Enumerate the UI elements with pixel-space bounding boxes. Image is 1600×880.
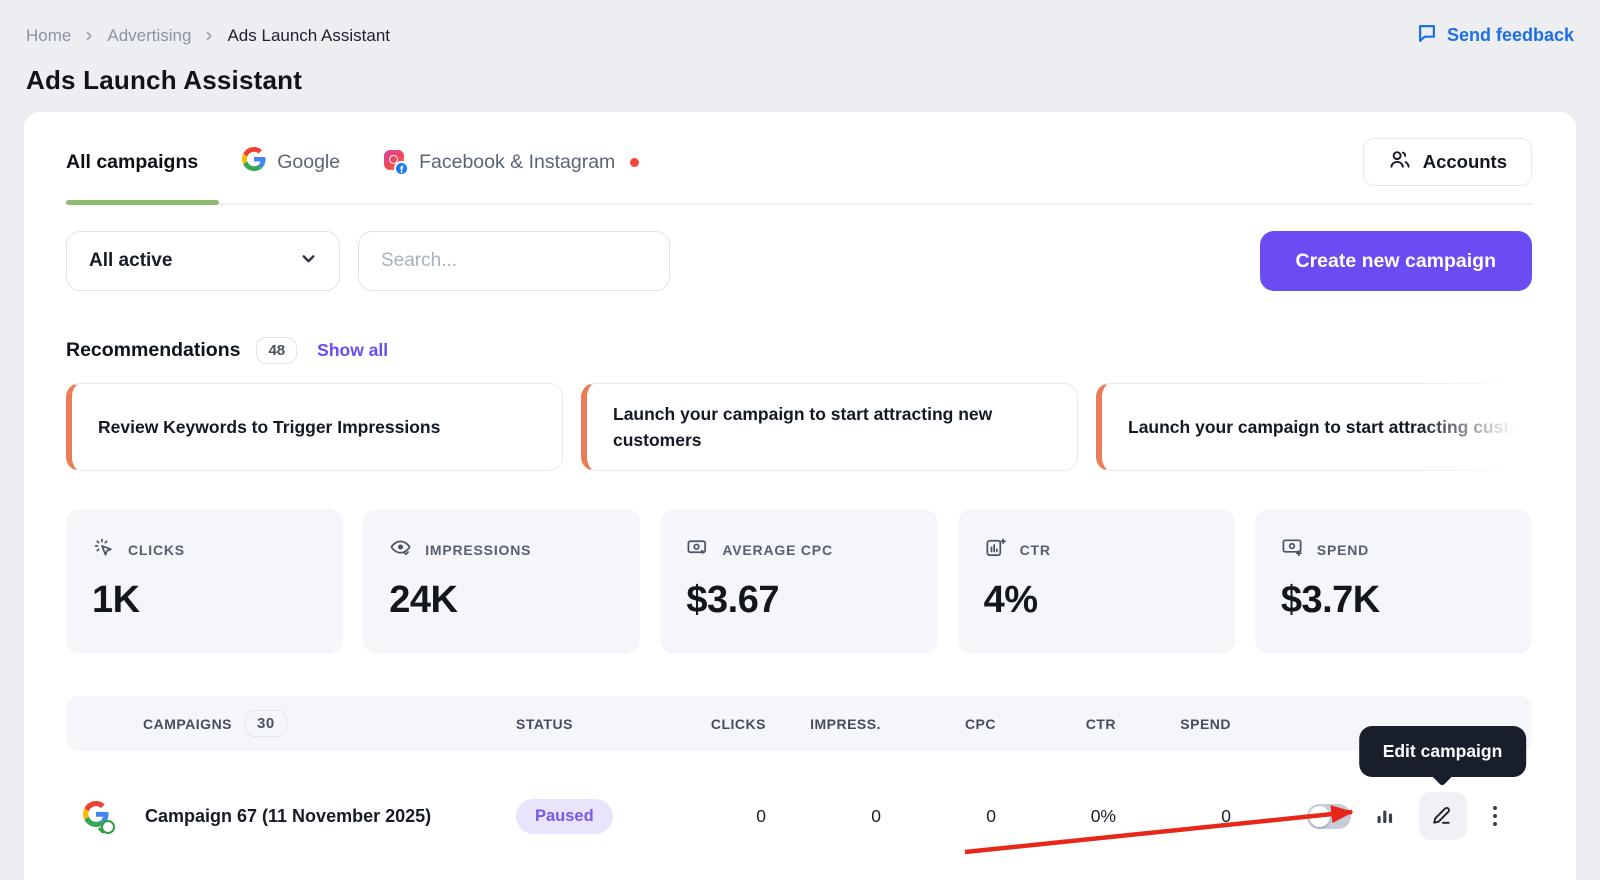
table-header: CAMPAIGNS 30 STATUS CLICKS IMPRESS. CPC … xyxy=(66,696,1532,751)
tab-all-campaigns[interactable]: All campaigns xyxy=(66,150,199,173)
chat-bubble-icon xyxy=(1416,22,1438,49)
stat-card-spend: SPEND $3.7K xyxy=(1254,509,1533,654)
bar-chart-icon[interactable] xyxy=(1375,806,1395,826)
main-panel: All campaigns Google Facebook & Instagra… xyxy=(24,112,1576,880)
recommendations-count-badge: 48 xyxy=(256,337,298,364)
recommendations-header: Recommendations 48 Show all xyxy=(66,337,1532,364)
stat-card-average-cpc: AVERAGE CPC $3.67 xyxy=(660,509,938,654)
campaigns-table: CAMPAIGNS 30 STATUS CLICKS IMPRESS. CPC … xyxy=(66,696,1532,880)
stat-card-ctr: CTR 4% xyxy=(957,509,1235,654)
recommendation-card[interactable]: Launch your campaign to start attracting… xyxy=(581,383,1078,471)
campaign-enable-toggle[interactable] xyxy=(1306,803,1351,829)
campaign-name[interactable]: Campaign 67 (11 November 2025) xyxy=(145,805,432,826)
col-clicks: CLICKS xyxy=(710,715,766,732)
tabs-row: All campaigns Google Facebook & Instagra… xyxy=(66,138,1532,186)
col-status: STATUS xyxy=(516,715,573,732)
accounts-button[interactable]: Accounts xyxy=(1362,138,1532,186)
recommendations-title: Recommendations xyxy=(66,339,241,361)
chart-plus-icon xyxy=(984,536,1007,564)
recommendation-cards: Review Keywords to Trigger Impressions L… xyxy=(66,383,1532,471)
show-all-link[interactable]: Show all xyxy=(317,340,389,360)
stat-value: $3.7K xyxy=(1280,579,1380,621)
stat-value: $3.67 xyxy=(686,579,779,621)
create-campaign-button[interactable]: Create new campaign xyxy=(1259,231,1532,291)
campaigns-count-badge: 30 xyxy=(245,710,287,737)
stat-value: 24K xyxy=(389,579,458,621)
status-filter-select[interactable]: All active xyxy=(66,231,340,291)
money-plus-icon xyxy=(1281,536,1304,564)
edit-campaign-tooltip: Edit campaign xyxy=(1358,726,1527,777)
status-badge: Paused xyxy=(516,798,613,834)
tabs-divider xyxy=(66,200,1532,205)
chevron-right-icon xyxy=(203,30,215,42)
send-feedback-link[interactable]: Send feedback xyxy=(1416,22,1574,49)
col-ctr: CTR xyxy=(1085,715,1116,732)
table-row: Campaign 67 (11 November 2025) Paused 0 … xyxy=(66,726,1532,880)
breadcrumb-home[interactable]: Home xyxy=(26,25,72,45)
google-ads-icon xyxy=(83,801,115,834)
cell-spend: 0 xyxy=(1221,805,1231,826)
chevron-right-icon xyxy=(83,30,95,42)
col-cpc: CPC xyxy=(964,715,996,732)
pencil-icon xyxy=(1430,802,1455,830)
col-campaigns: CAMPAIGNS xyxy=(143,715,233,732)
edit-campaign-button[interactable] xyxy=(1418,792,1467,840)
kebab-menu-icon[interactable] xyxy=(1491,804,1500,829)
active-tab-underline xyxy=(66,200,219,205)
col-impressions: IMPRESS. xyxy=(810,715,881,732)
cell-impressions: 0 xyxy=(871,805,881,826)
people-icon xyxy=(1388,148,1411,176)
cell-ctr: 0% xyxy=(1090,805,1116,826)
chevron-down-icon xyxy=(300,250,317,273)
stat-value: 1K xyxy=(92,579,140,621)
page-title: Ads Launch Assistant xyxy=(26,65,303,95)
stat-card-impressions: IMPRESSIONS 24K xyxy=(363,509,641,654)
tab-google[interactable]: Google xyxy=(242,147,340,177)
top-bar: Home Advertising Ads Launch Assistant Se… xyxy=(0,0,1600,49)
breadcrumb: Home Advertising Ads Launch Assistant xyxy=(26,26,390,46)
stats-row: CLICKS 1K IMPRESSIONS 24K xyxy=(66,509,1533,654)
google-icon xyxy=(242,147,266,177)
stat-value: 4% xyxy=(983,579,1038,621)
breadcrumb-advertising[interactable]: Advertising xyxy=(107,25,192,45)
tab-facebook-instagram[interactable]: Facebook & Instagram xyxy=(384,150,640,176)
eye-check-icon xyxy=(389,536,412,564)
recommendation-card[interactable]: Launch your campaign to start attracting… xyxy=(1096,383,1532,471)
facebook-instagram-icon xyxy=(384,150,410,176)
filter-row: All active Create new campaign xyxy=(66,231,1532,291)
stat-card-clicks: CLICKS 1K xyxy=(66,509,344,654)
col-spend: SPEND xyxy=(1180,715,1231,732)
notification-dot xyxy=(630,157,640,167)
search-input[interactable] xyxy=(358,231,670,291)
cell-clicks: 0 xyxy=(756,805,766,826)
cursor-click-icon xyxy=(92,536,115,564)
cell-cpc: 0 xyxy=(986,805,996,826)
recommendation-card[interactable]: Review Keywords to Trigger Impressions xyxy=(66,383,563,471)
breadcrumb-current: Ads Launch Assistant xyxy=(227,25,391,45)
money-cursor-icon xyxy=(686,536,709,564)
